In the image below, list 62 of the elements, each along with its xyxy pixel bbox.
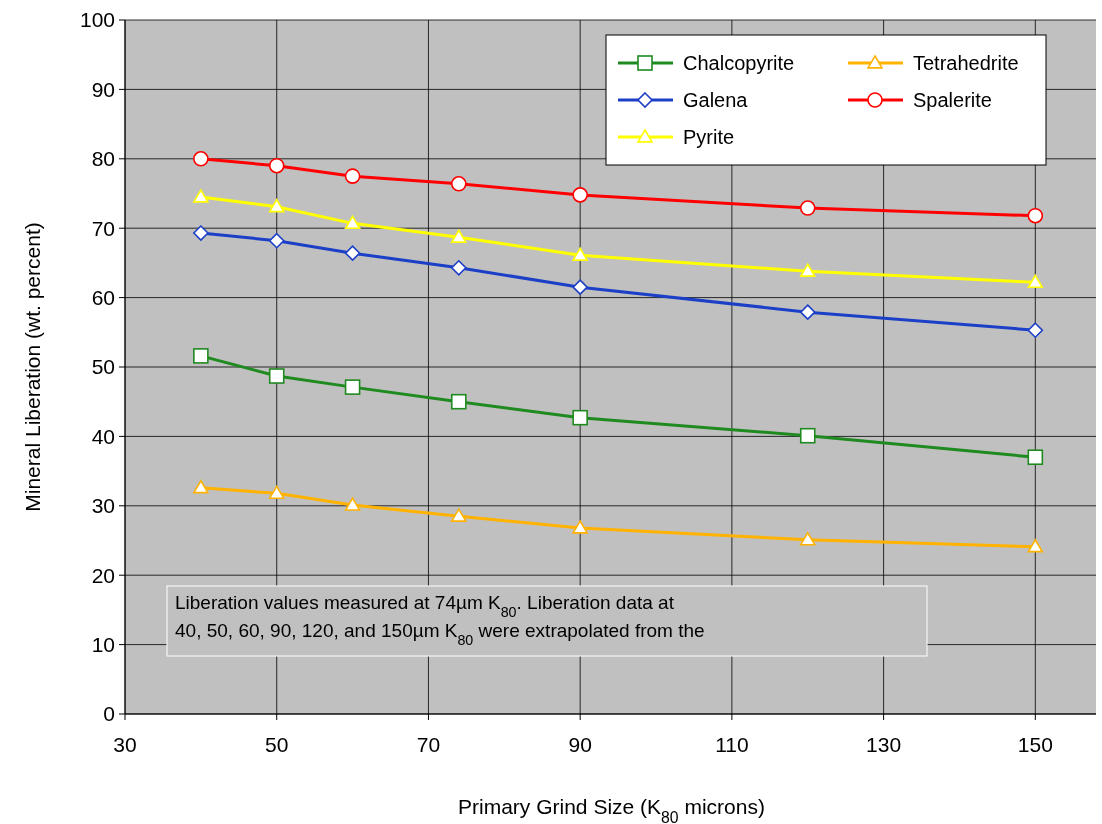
- y-tick-label: 10: [91, 632, 115, 656]
- point: [1027, 322, 1044, 339]
- y-tick-label: 80: [91, 147, 115, 171]
- y-tick-label: 30: [91, 494, 115, 518]
- point: [193, 348, 209, 364]
- y-tick-label: 20: [91, 563, 115, 587]
- y-tick-label: 40: [91, 424, 115, 448]
- point: [268, 157, 285, 174]
- y-axis-title: Mineral Liberation (wt. percent): [21, 222, 44, 512]
- point: [1027, 207, 1044, 224]
- x-tick-label: 90: [568, 733, 592, 756]
- point: [572, 520, 588, 534]
- x-tick-label: 50: [265, 733, 289, 756]
- y-tick-label: 60: [91, 285, 115, 309]
- x-tick-label: 110: [715, 733, 749, 756]
- x-tick-label: 30: [113, 733, 137, 756]
- point: [450, 508, 467, 522]
- legend-label: Pyrite: [683, 126, 735, 148]
- point: [344, 379, 361, 395]
- point: [268, 198, 285, 213]
- y-tick-label: 0: [103, 702, 115, 726]
- point: [344, 168, 361, 184]
- point: [450, 229, 467, 243]
- point: [572, 279, 588, 295]
- y-tick-label: 50: [91, 355, 115, 379]
- legend-label: Spalerite: [913, 89, 992, 111]
- point: [572, 187, 588, 203]
- point: [1027, 538, 1044, 553]
- annotation: 40, 50, 60, 90, 120, and 150µm K$_{80}$ were extrapolated from the: [175, 620, 705, 648]
- point: [268, 368, 285, 384]
- point: [799, 427, 816, 444]
- point: [799, 200, 816, 216]
- point: [799, 532, 816, 546]
- point: [268, 485, 285, 500]
- point: [344, 215, 361, 230]
- x-tick-label: 130: [866, 733, 902, 756]
- y-tick-label: 70: [91, 216, 115, 240]
- point: [450, 175, 467, 192]
- x-axis-title: Primary Grind Size (K$_{80}$ microns): [458, 795, 765, 824]
- point: [268, 232, 285, 249]
- point: [572, 247, 588, 261]
- point: [1027, 449, 1044, 466]
- legend-label: Galena: [683, 89, 749, 111]
- point: [193, 189, 209, 203]
- point: [344, 245, 361, 261]
- x-tick-label: 70: [416, 733, 441, 756]
- legend-label: Tetrahedrite: [913, 52, 1019, 74]
- point: [572, 409, 588, 426]
- point: [193, 479, 209, 494]
- y-tick-label: 90: [91, 77, 115, 101]
- y-tick-label: 100: [79, 8, 115, 32]
- point: [193, 151, 209, 167]
- legend-label: Chalcopyrite: [683, 52, 795, 74]
- point: [193, 225, 209, 241]
- point: [1027, 274, 1044, 289]
- point: [450, 393, 467, 410]
- point: [799, 304, 816, 320]
- annotation: Liberation values measured at 74µm K$_{80}$. Liberation data at: [175, 592, 675, 620]
- point: [799, 263, 816, 277]
- point: [450, 259, 467, 276]
- x-tick-label: 150: [1017, 733, 1053, 756]
- point: [344, 497, 361, 511]
